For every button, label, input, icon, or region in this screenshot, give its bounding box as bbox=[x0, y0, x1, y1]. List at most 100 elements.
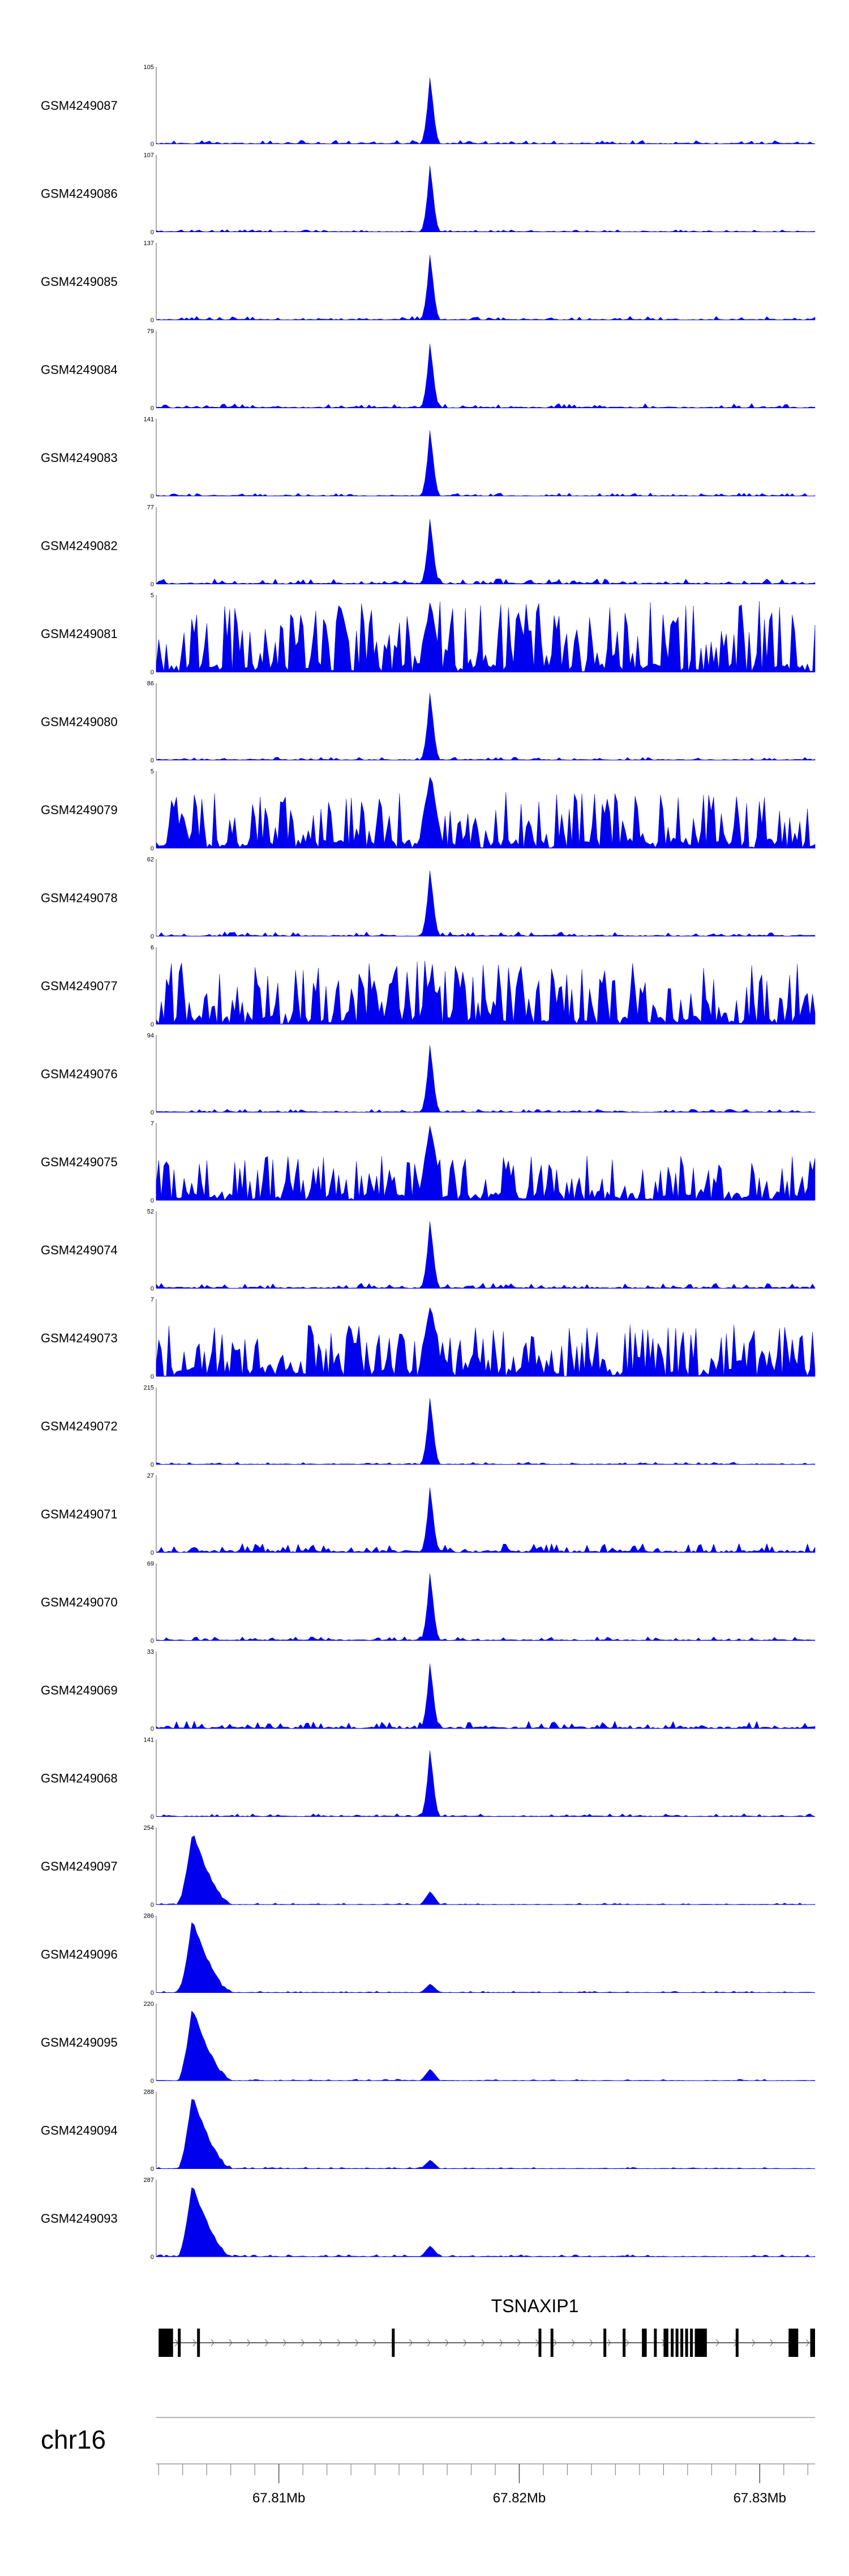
strand-arrow-icon bbox=[481, 2339, 485, 2347]
coverage-area bbox=[156, 1922, 816, 1993]
y-max-label: 254 bbox=[144, 1825, 154, 1832]
exon-block bbox=[603, 2329, 607, 2357]
y-max-label: 220 bbox=[144, 2001, 154, 2008]
strand-arrow-icon bbox=[247, 2339, 251, 2347]
axis-tick-label: 67.81Mb bbox=[252, 2491, 305, 2506]
y-max-label: 6 bbox=[151, 944, 154, 951]
track-GSM4249083: GSM4249083 141 0 bbox=[41, 416, 816, 500]
exon-block bbox=[663, 2329, 668, 2357]
y-max-label: 287 bbox=[144, 2177, 154, 2184]
y-zero-label: 0 bbox=[151, 1814, 154, 1821]
track-label: GSM4249077 bbox=[41, 979, 118, 993]
gene-name-label: TSNAXIP1 bbox=[491, 2296, 579, 2316]
y-max-label: 288 bbox=[144, 2089, 154, 2096]
track-label: GSM4249093 bbox=[41, 2211, 118, 2226]
y-max-label: 27 bbox=[147, 1473, 154, 1479]
track-GSM4249075: GSM4249075 7 0 bbox=[41, 1120, 816, 1204]
y-zero-label: 0 bbox=[151, 934, 154, 940]
strand-arrow-icon bbox=[337, 2339, 341, 2347]
coverage-area bbox=[156, 2099, 816, 2169]
track-GSM4249080: GSM4249080 86 0 bbox=[41, 681, 816, 764]
exon-block bbox=[680, 2329, 684, 2357]
y-zero-label: 0 bbox=[151, 581, 154, 588]
coverage-area bbox=[156, 1663, 816, 1729]
coverage-area bbox=[156, 693, 816, 760]
coverage-area bbox=[156, 165, 816, 232]
coverage-area bbox=[156, 601, 816, 673]
y-max-label: 105 bbox=[144, 64, 154, 71]
track-GSM4249077: GSM4249077 6 0 bbox=[41, 944, 816, 1028]
track-label: GSM4249072 bbox=[41, 1419, 118, 1434]
track-GSM4249071: GSM4249071 27 0 bbox=[41, 1473, 816, 1556]
y-zero-label: 0 bbox=[151, 1638, 154, 1645]
track-GSM4249096: GSM4249096 286 0 bbox=[41, 1913, 816, 1997]
strand-arrow-icon bbox=[589, 2339, 593, 2347]
exon-block bbox=[694, 2329, 707, 2357]
strand-arrow-icon bbox=[192, 2339, 196, 2347]
exon-block bbox=[623, 2329, 626, 2357]
track-GSM4249081: GSM4249081 5 0 bbox=[41, 592, 816, 676]
track-label: GSM4249079 bbox=[41, 803, 118, 817]
track-label: GSM4249076 bbox=[41, 1067, 118, 1081]
coverage-area bbox=[156, 1487, 816, 1553]
y-zero-label: 0 bbox=[151, 758, 154, 764]
strand-arrow-icon bbox=[607, 2339, 611, 2347]
y-max-label: 215 bbox=[144, 1385, 154, 1392]
coverage-area bbox=[156, 430, 816, 497]
exon-block bbox=[671, 2329, 674, 2357]
y-max-label: 7 bbox=[151, 1296, 154, 1303]
track-GSM4249073: GSM4249073 7 0 bbox=[41, 1296, 816, 1380]
track-GSM4249072: GSM4249072 215 0 bbox=[41, 1385, 816, 1469]
y-zero-label: 0 bbox=[151, 1550, 154, 1556]
track-label: GSM4249096 bbox=[41, 1948, 118, 1962]
strand-arrow-icon bbox=[553, 2339, 557, 2347]
strand-arrow-icon bbox=[517, 2339, 521, 2347]
coverage-area bbox=[156, 2010, 816, 2081]
strand-arrow-icon bbox=[283, 2339, 287, 2347]
y-max-label: 5 bbox=[151, 592, 154, 599]
coverage-area bbox=[156, 1750, 816, 1817]
track-GSM4249087: GSM4249087 105 0 bbox=[41, 64, 816, 148]
axis-tick-label: 67.82Mb bbox=[493, 2491, 546, 2506]
track-label: GSM4249085 bbox=[41, 275, 118, 289]
track-GSM4249095: GSM4249095 220 0 bbox=[41, 2001, 816, 2085]
track-label: GSM4249082 bbox=[41, 539, 118, 553]
track-GSM4249078: GSM4249078 62 0 bbox=[41, 857, 816, 940]
y-max-label: 62 bbox=[147, 857, 154, 863]
exon-block bbox=[392, 2329, 395, 2357]
track-GSM4249079: GSM4249079 5 0 bbox=[41, 768, 816, 852]
y-max-label: 141 bbox=[144, 416, 154, 423]
y-zero-label: 0 bbox=[151, 2078, 154, 2085]
track-label: GSM4249081 bbox=[41, 627, 118, 641]
exon-block bbox=[178, 2329, 181, 2357]
y-zero-label: 0 bbox=[151, 1462, 154, 1469]
track-GSM4249076: GSM4249076 94 0 bbox=[41, 1033, 816, 1116]
strand-arrow-icon bbox=[715, 2339, 719, 2347]
axis-tick-label: 67.83Mb bbox=[734, 2491, 786, 2506]
track-label: GSM4249074 bbox=[41, 1243, 118, 1257]
y-zero-label: 0 bbox=[151, 669, 154, 676]
strand-arrow-icon bbox=[445, 2339, 449, 2347]
strand-arrow-icon bbox=[211, 2339, 215, 2347]
y-zero-label: 0 bbox=[151, 1726, 154, 1732]
y-max-label: 107 bbox=[144, 152, 154, 159]
strand-arrow-icon bbox=[427, 2339, 431, 2347]
track-GSM4249093: GSM4249093 287 0 bbox=[41, 2177, 816, 2261]
y-max-label: 79 bbox=[147, 328, 154, 335]
strand-arrow-icon bbox=[463, 2339, 467, 2347]
exon-block bbox=[685, 2329, 688, 2357]
strand-arrow-icon bbox=[770, 2339, 774, 2347]
track-label: GSM4249073 bbox=[41, 1331, 118, 1345]
y-zero-label: 0 bbox=[151, 1902, 154, 1909]
y-zero-label: 0 bbox=[151, 141, 154, 148]
track-label: GSM4249087 bbox=[41, 99, 118, 113]
track-label: GSM4249094 bbox=[41, 2124, 118, 2138]
track-label: GSM4249084 bbox=[41, 363, 118, 377]
track-label: GSM4249083 bbox=[41, 451, 118, 465]
y-zero-label: 0 bbox=[151, 1990, 154, 1997]
track-GSM4249086: GSM4249086 107 0 bbox=[41, 152, 816, 236]
y-zero-label: 0 bbox=[151, 2254, 154, 2261]
track-label: GSM4249069 bbox=[41, 1683, 118, 1697]
track-label: GSM4249068 bbox=[41, 1771, 118, 1786]
